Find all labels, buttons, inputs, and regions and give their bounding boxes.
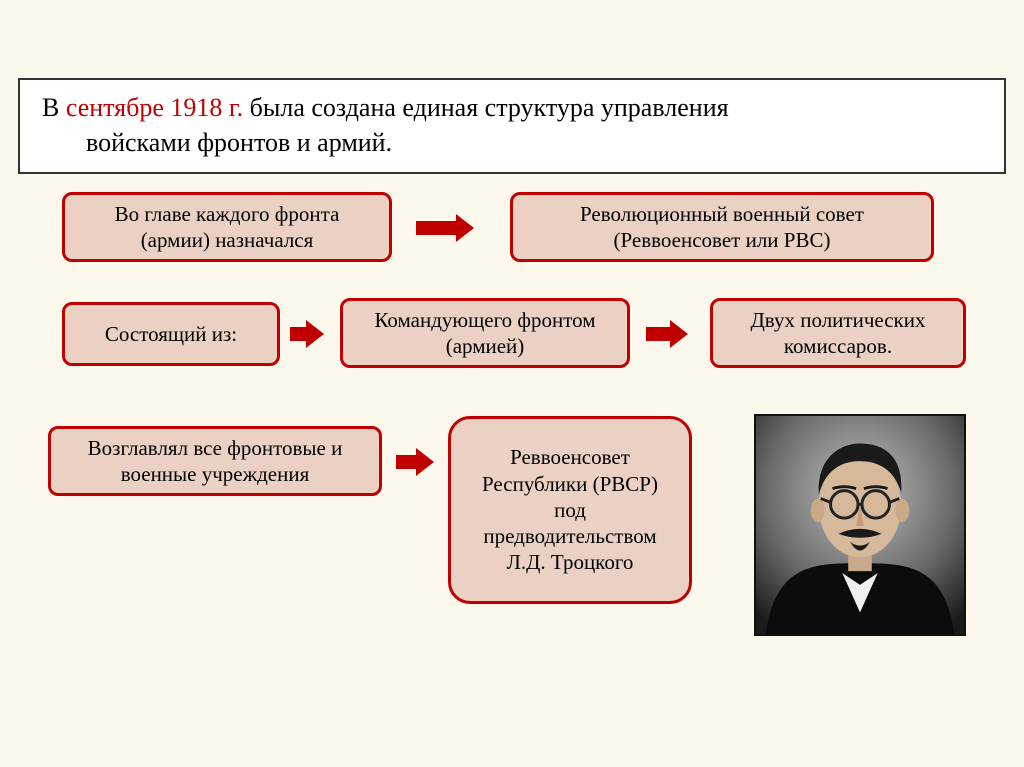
arrow-icon	[646, 320, 688, 348]
trotsky-portrait	[754, 414, 966, 636]
node-text: Реввоенсовет Республики (РВСР) под предв…	[465, 444, 675, 575]
node-text: Во главе каждого фронта (армии) назначал…	[79, 201, 375, 254]
node-rvsr-trotsky: Реввоенсовет Республики (РВСР) под предв…	[448, 416, 692, 604]
arrow-icon	[396, 448, 434, 476]
node-consists-of: Состоящий из:	[62, 302, 280, 366]
node-text: Двух политических комиссаров.	[727, 307, 949, 360]
node-text: Революционный военный совет (Реввоенсове…	[527, 201, 917, 254]
node-text: Состоящий из:	[105, 321, 237, 347]
node-headed-all: Возглавлял все фронтовые и военные учреж…	[48, 426, 382, 496]
arrow-icon	[416, 214, 474, 242]
node-commander: Командующего фронтом (армией)	[340, 298, 630, 368]
node-text: Командующего фронтом (армией)	[357, 307, 613, 360]
header-line2: войсками фронтов и армий.	[42, 125, 392, 160]
header-accent: сентябре 1918 г.	[66, 93, 243, 122]
header-box: В сентябре 1918 г. была создана единая с…	[18, 78, 1006, 174]
node-text: Возглавлял все фронтовые и военные учреж…	[65, 435, 365, 488]
node-front-head: Во главе каждого фронта (армии) назначал…	[62, 192, 392, 262]
header-pre: В	[42, 93, 66, 122]
arrow-icon	[290, 320, 324, 348]
header-rest1: была создана единая структура управления	[243, 93, 728, 122]
node-rvs: Революционный военный совет (Реввоенсове…	[510, 192, 934, 262]
node-commissars: Двух политических комиссаров.	[710, 298, 966, 368]
